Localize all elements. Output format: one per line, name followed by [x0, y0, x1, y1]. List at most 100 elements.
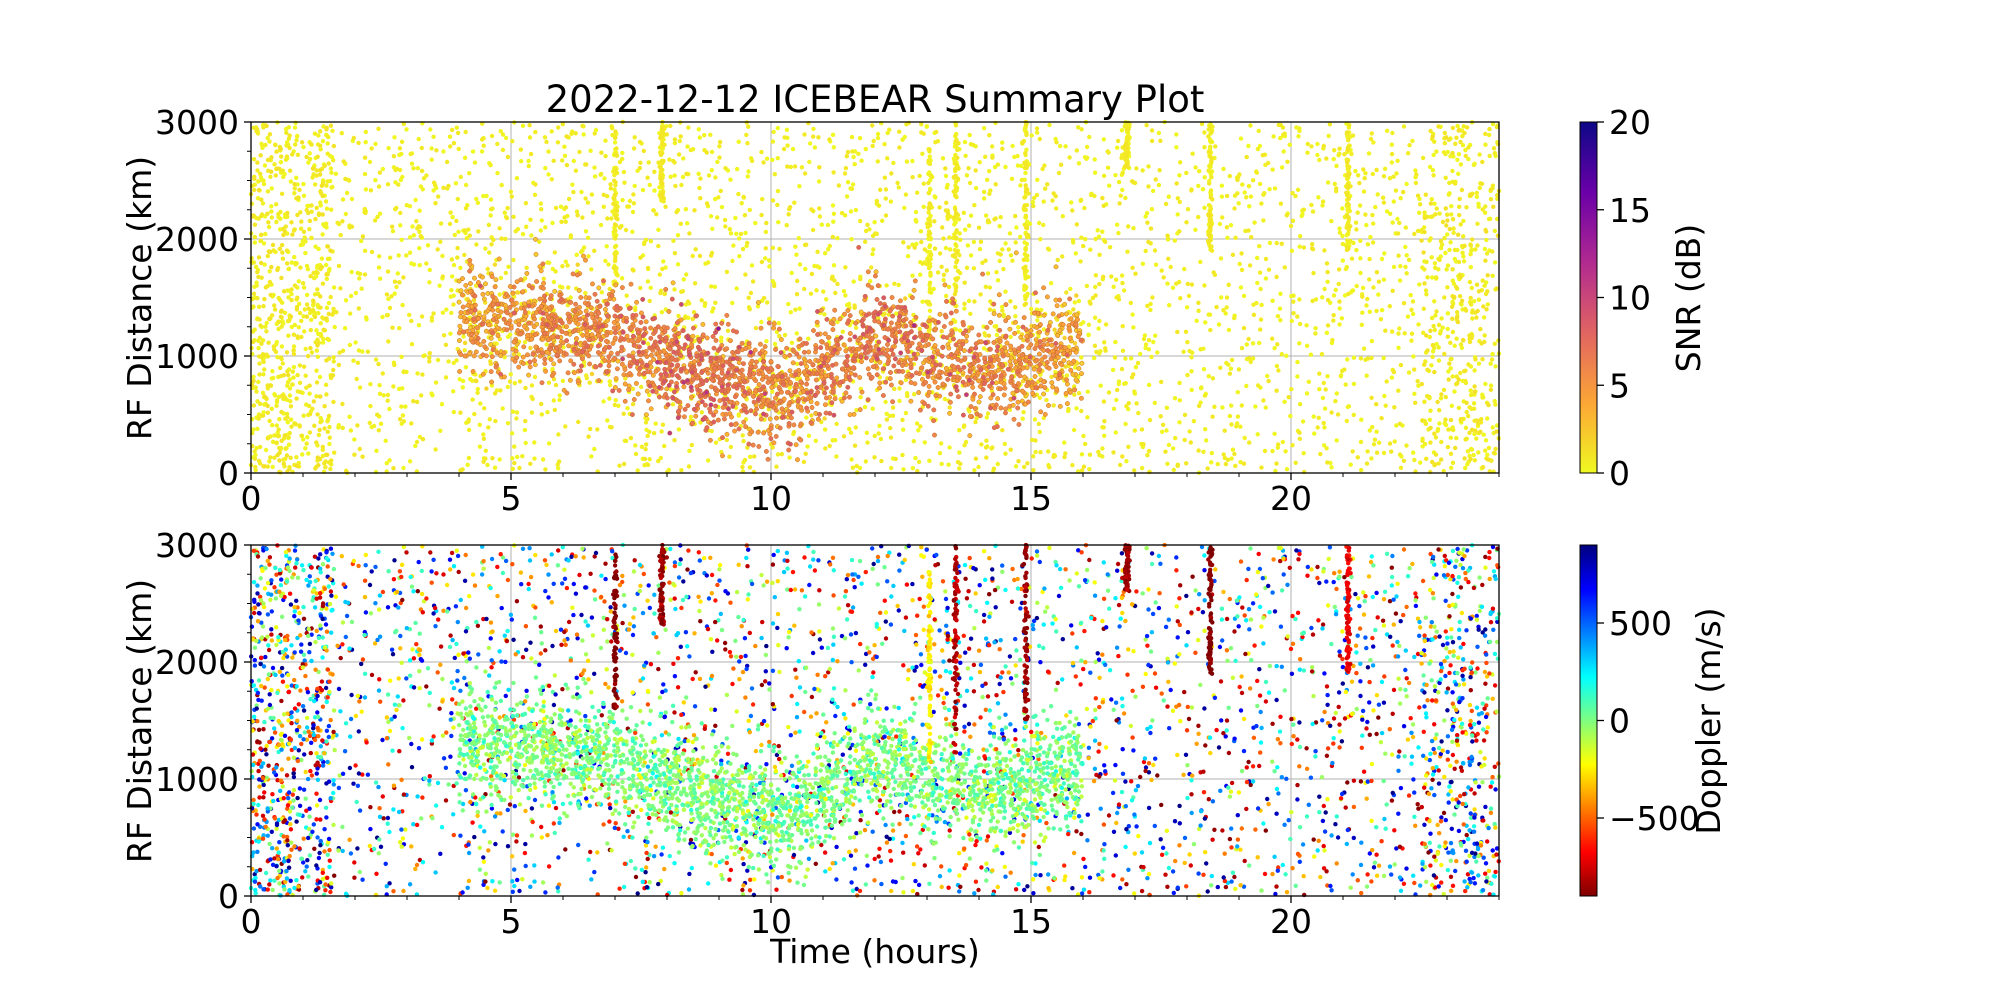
scatter-point	[1374, 402, 1379, 407]
scatter-point	[1043, 186, 1048, 191]
scatter-point	[681, 156, 686, 161]
scatter-point	[1424, 292, 1429, 297]
scatter-point	[992, 164, 998, 170]
scatter-point	[1454, 315, 1460, 320]
scatter-point	[454, 358, 459, 363]
scatter-point	[1238, 285, 1244, 290]
scatter-point	[1214, 304, 1219, 310]
scatter-point	[681, 277, 686, 282]
scatter-point	[291, 228, 297, 233]
scatter-point	[1310, 298, 1315, 304]
scatter-point	[1101, 173, 1107, 178]
scatter-point	[318, 394, 323, 399]
scatter-point	[463, 129, 468, 135]
scatter-point	[932, 246, 938, 251]
scatter-point	[299, 219, 304, 224]
scatter-point	[1442, 351, 1447, 357]
scatter-point	[278, 216, 283, 221]
scatter-point	[281, 174, 286, 180]
scatter-point	[257, 444, 263, 450]
scatter-point	[1448, 366, 1453, 371]
scatter-point	[1374, 308, 1379, 314]
scatter-point	[814, 288, 819, 293]
scatter-point	[613, 236, 618, 241]
scatter-point	[555, 140, 561, 145]
scatter-point	[1466, 413, 1471, 419]
scatter-point	[927, 206, 932, 211]
scatter-point	[983, 213, 989, 218]
scatter-point	[598, 222, 604, 228]
scatter-point	[771, 129, 776, 135]
scatter-point	[1483, 258, 1488, 263]
scatter-point	[299, 433, 305, 438]
scatter-point	[823, 251, 828, 256]
scatter-point	[252, 174, 257, 179]
scatter-point	[1283, 449, 1288, 454]
scatter-point	[897, 398, 902, 404]
scatter-point	[612, 172, 617, 178]
scatter-point	[1428, 128, 1433, 134]
scatter-point	[858, 218, 863, 224]
scatter-point	[876, 203, 882, 208]
scatter-point	[407, 250, 413, 255]
scatter-point	[1073, 251, 1079, 256]
scatter-point	[560, 378, 566, 384]
scatter-point	[336, 263, 342, 269]
scatter-point	[295, 335, 301, 341]
scatter-point	[1325, 279, 1330, 284]
scatter-point	[1345, 404, 1351, 410]
scatter-point	[462, 155, 468, 160]
scatter-point	[1487, 132, 1492, 138]
scatter-point	[1177, 398, 1183, 403]
scatter-point	[1132, 389, 1137, 394]
scatter-point	[900, 417, 905, 423]
scatter-point	[1125, 149, 1130, 155]
scatter-point	[1273, 468, 1278, 474]
scatter-point	[479, 137, 485, 142]
scatter-point	[1149, 128, 1155, 133]
scatter-point	[853, 207, 859, 213]
scatter-point	[1201, 367, 1207, 372]
scatter-point	[1246, 184, 1252, 189]
scatter-point	[380, 166, 386, 172]
scatter-point	[1427, 417, 1433, 422]
scatter-point	[1282, 131, 1287, 136]
scatter-point	[1485, 452, 1490, 457]
scatter-point	[924, 124, 930, 129]
scatter-point	[1208, 144, 1213, 149]
scatter-point	[911, 439, 916, 444]
scatter-point	[295, 295, 300, 300]
scatter-point	[391, 466, 396, 471]
scatter-point	[1421, 330, 1426, 335]
scatter-point	[292, 182, 297, 187]
scatter-point	[542, 135, 548, 140]
scatter-point	[568, 233, 574, 238]
scatter-point	[955, 147, 960, 153]
scatter-point	[1122, 381, 1127, 386]
scatter-point	[775, 156, 780, 161]
scatter-point	[1309, 144, 1314, 149]
scatter-point	[1008, 447, 1013, 452]
scatter-point	[1272, 186, 1278, 191]
scatter-point	[446, 359, 451, 364]
scatter-point	[1260, 153, 1266, 158]
scatter-point	[314, 394, 319, 399]
scatter-point	[973, 168, 978, 173]
scatter-point	[533, 129, 538, 135]
scatter-point	[789, 340, 795, 345]
scatter-point	[1255, 255, 1260, 261]
scatter-point	[817, 165, 822, 170]
scatter-point	[272, 393, 278, 398]
scatter-point	[727, 454, 732, 459]
scatter-point	[420, 437, 426, 442]
scatter-point	[292, 421, 298, 426]
scatter-point	[806, 433, 812, 438]
scatter-point	[1024, 147, 1029, 152]
scatter-point	[1008, 299, 1013, 304]
scatter-point	[341, 159, 346, 164]
scatter-point	[599, 150, 604, 155]
scatter-point	[1332, 148, 1337, 153]
scatter-point	[1357, 203, 1363, 208]
scatter-point	[1457, 204, 1462, 209]
scatter-point	[1149, 138, 1155, 144]
